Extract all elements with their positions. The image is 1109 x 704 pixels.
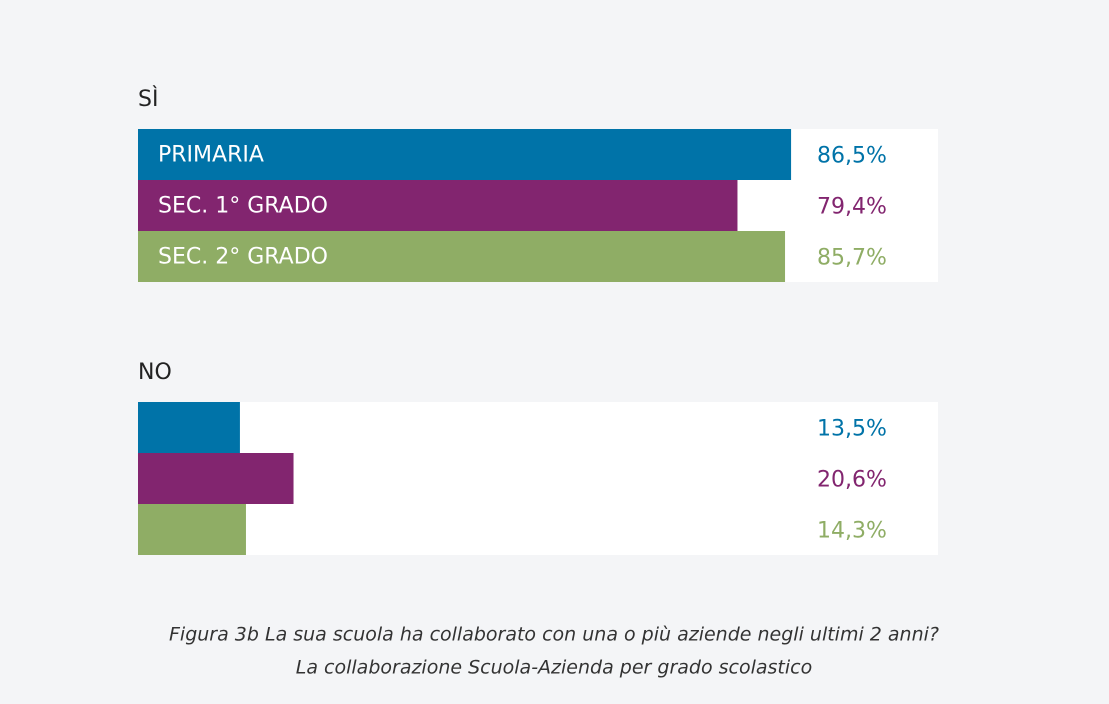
bar (138, 129, 792, 180)
value-label: 79,4% (817, 195, 887, 220)
category-label: SEC. 1° GRADO (158, 194, 328, 219)
value-label: 13,5% (817, 417, 887, 442)
value-label: 20,6% (817, 468, 887, 493)
value-label: 14,3% (817, 519, 887, 544)
chart-subtitle: La collaborazione Scuola-Azienda per gra… (296, 657, 812, 679)
group-label: NO (138, 360, 172, 385)
value-label: 86,5% (817, 144, 887, 169)
bar (138, 402, 240, 453)
group-label: SÌ (138, 86, 158, 112)
value-label: 85,7% (817, 246, 887, 271)
chart-title: Figura 3b La sua scuola ha collaborato c… (169, 624, 939, 646)
category-label: SEC. 2° GRADO (158, 245, 328, 270)
bar (138, 231, 786, 282)
bar (138, 504, 246, 555)
bar (138, 453, 294, 504)
bar (138, 180, 738, 231)
category-label: PRIMARIA (158, 143, 264, 168)
